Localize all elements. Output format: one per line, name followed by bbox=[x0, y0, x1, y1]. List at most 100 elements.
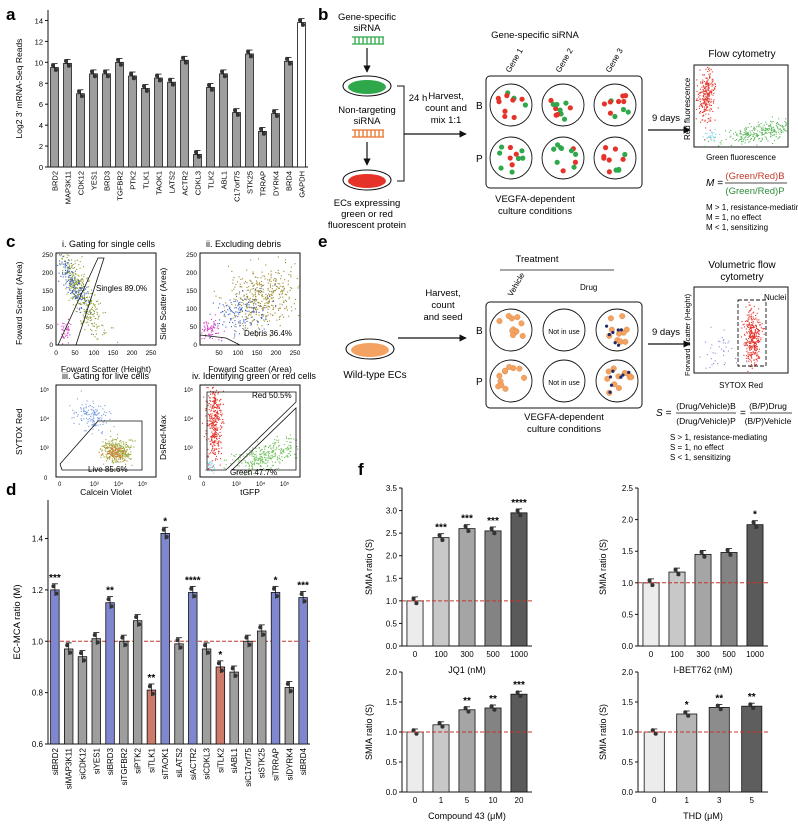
event-dot bbox=[244, 298, 246, 300]
event-dot bbox=[243, 282, 245, 284]
event-dot bbox=[707, 97, 709, 100]
event-dot bbox=[97, 419, 99, 421]
event-dot bbox=[85, 310, 87, 312]
event-dot bbox=[98, 412, 100, 414]
event-dot bbox=[244, 327, 246, 329]
event-dot bbox=[254, 300, 256, 302]
event-dot bbox=[222, 324, 224, 326]
event-dot bbox=[246, 293, 248, 295]
event-dot bbox=[748, 358, 750, 360]
event-dot bbox=[215, 440, 217, 442]
event-dot bbox=[103, 446, 105, 448]
event-dot bbox=[203, 329, 205, 331]
event-dot bbox=[69, 265, 71, 268]
event-dot bbox=[708, 67, 710, 69]
event-dot bbox=[215, 399, 217, 401]
event-dot bbox=[753, 332, 755, 334]
event-dot bbox=[130, 453, 132, 455]
cell-dot bbox=[606, 169, 612, 175]
event-dot bbox=[250, 461, 252, 464]
event-dot bbox=[746, 133, 748, 135]
event-dot bbox=[211, 425, 213, 427]
event-dot bbox=[208, 322, 210, 324]
cell-dot bbox=[612, 146, 619, 152]
cell-dot bbox=[498, 381, 505, 388]
event-dot bbox=[212, 391, 214, 393]
y-tick-label: 12 bbox=[35, 37, 43, 46]
replicate-dot bbox=[95, 640, 100, 645]
event-dot bbox=[755, 335, 757, 337]
event-dot bbox=[779, 136, 781, 138]
event-dot bbox=[254, 298, 256, 300]
event-dot bbox=[230, 326, 233, 328]
event-dot bbox=[250, 323, 252, 325]
event-dot bbox=[709, 93, 711, 95]
event-dot bbox=[73, 282, 75, 284]
cell-dot bbox=[520, 155, 526, 161]
event-dot bbox=[122, 461, 124, 463]
bar bbox=[284, 687, 294, 745]
replicate-dot bbox=[411, 596, 416, 601]
event-dot bbox=[270, 448, 272, 450]
event-dot bbox=[109, 443, 111, 445]
drug-dot bbox=[619, 375, 623, 379]
event-dot bbox=[211, 438, 213, 441]
event-dot bbox=[770, 131, 772, 133]
event-dot bbox=[272, 449, 274, 452]
event-dot bbox=[212, 424, 214, 426]
significance-label: * bbox=[218, 650, 222, 661]
event-dot bbox=[222, 419, 224, 421]
event-dot bbox=[96, 410, 98, 412]
event-dot bbox=[217, 328, 220, 330]
event-dot bbox=[755, 332, 757, 334]
event-dot bbox=[263, 451, 265, 453]
x-axis-label: JQ1 (nM) bbox=[448, 665, 486, 675]
event-dot bbox=[70, 283, 72, 285]
event-dot bbox=[214, 415, 216, 417]
event-dot bbox=[94, 304, 96, 306]
event-dot bbox=[708, 93, 710, 95]
event-dot bbox=[702, 102, 704, 104]
event-dot bbox=[711, 132, 713, 134]
event-dot bbox=[87, 313, 89, 315]
event-dot bbox=[78, 282, 80, 284]
event-dot bbox=[80, 289, 82, 291]
replicate-dot bbox=[715, 703, 720, 708]
event-dot bbox=[94, 336, 96, 338]
event-dot bbox=[262, 459, 264, 461]
event-dot bbox=[252, 284, 254, 286]
event-dot bbox=[216, 399, 218, 401]
event-dot bbox=[212, 442, 214, 444]
event-dot bbox=[104, 311, 106, 313]
event-dot bbox=[750, 324, 752, 326]
event-dot bbox=[208, 438, 210, 440]
x-tick-label: DYRK4 bbox=[272, 171, 281, 196]
event-dot bbox=[207, 462, 209, 464]
event-dot bbox=[711, 79, 713, 81]
event-dot bbox=[111, 445, 113, 447]
cell-dot bbox=[621, 98, 627, 105]
event-dot bbox=[61, 272, 64, 274]
event-dot bbox=[267, 273, 270, 275]
event-dot bbox=[76, 284, 79, 286]
event-dot bbox=[755, 326, 757, 328]
event-dot bbox=[117, 455, 119, 457]
event-dot bbox=[220, 297, 222, 299]
event-dot bbox=[241, 301, 243, 304]
event-dot bbox=[80, 299, 83, 301]
event-dot bbox=[777, 127, 779, 129]
event-dot bbox=[74, 260, 76, 262]
event-dot bbox=[285, 294, 288, 296]
plate-caption-2: culture conditions bbox=[498, 206, 572, 217]
event-dot bbox=[230, 463, 232, 465]
event-dot bbox=[213, 436, 215, 438]
event-dot bbox=[719, 341, 721, 343]
plate-e-wells bbox=[489, 308, 639, 403]
event-dot bbox=[708, 87, 710, 89]
drug-dot bbox=[613, 341, 617, 345]
event-dot bbox=[63, 266, 65, 268]
event-dot bbox=[217, 406, 219, 408]
event-dot bbox=[272, 464, 274, 466]
event-dot bbox=[266, 298, 268, 300]
event-dot bbox=[91, 412, 93, 414]
